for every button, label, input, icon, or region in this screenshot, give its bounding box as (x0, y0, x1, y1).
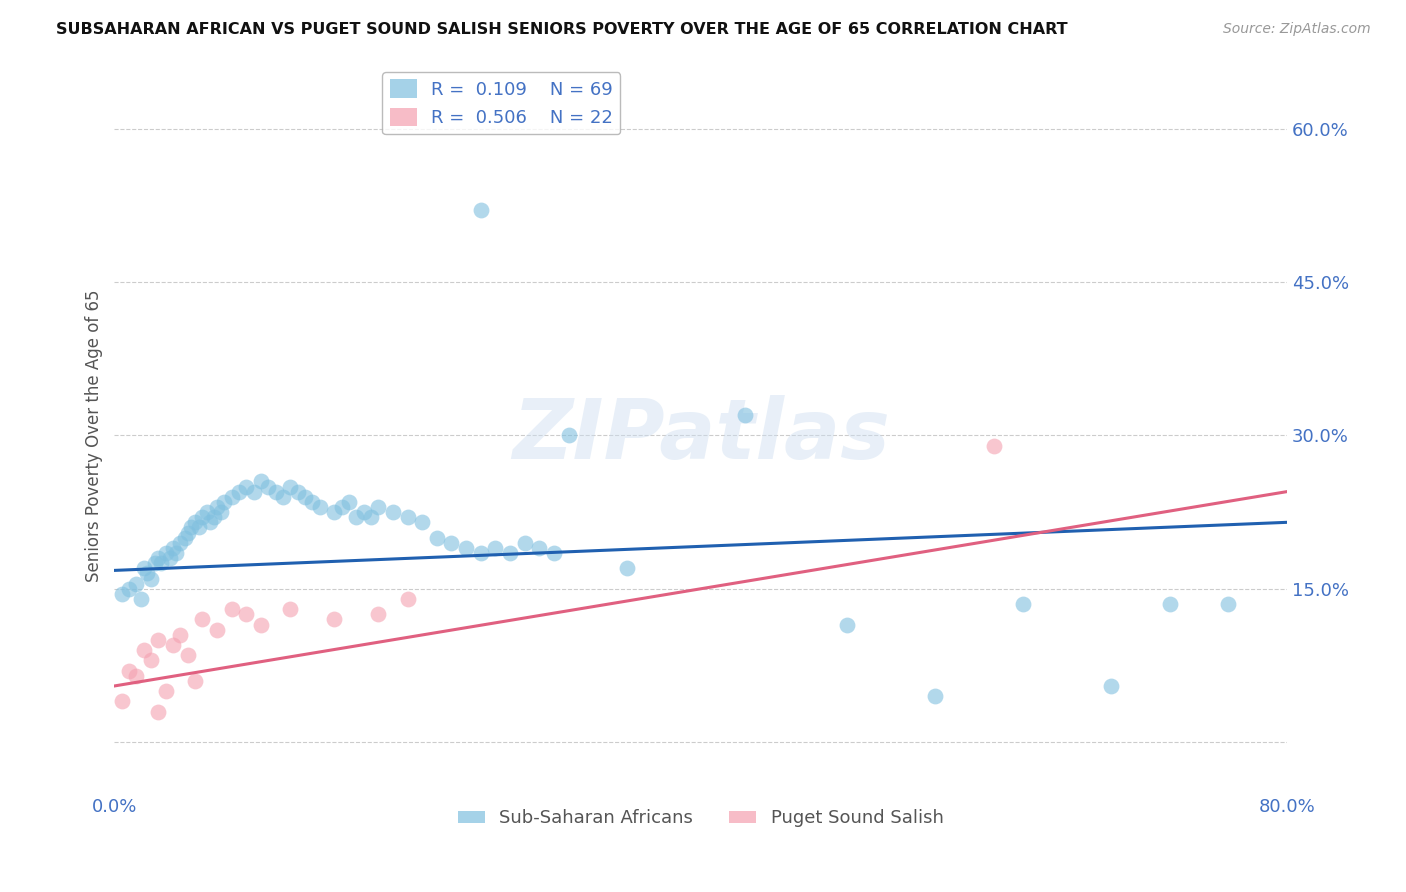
Point (118, 582, 141, 596)
Point (162, 541, 184, 555)
Text: ZIPatlas: ZIPatlas (512, 395, 890, 476)
Point (148, 551, 170, 566)
Point (145, 556, 167, 570)
Point (111, 587, 134, 601)
Point (176, 648, 198, 663)
Point (198, 516, 221, 530)
Point (557, 428, 579, 442)
Point (396, 592, 419, 607)
Point (184, 516, 207, 530)
Point (734, 408, 756, 422)
Point (228, 484, 250, 499)
Point (1159, 597, 1181, 611)
Point (150, 556, 173, 570)
Point (235, 607, 257, 622)
Point (1099, 679, 1122, 693)
Point (221, 490, 243, 504)
Point (426, 531, 449, 545)
Point (214, 495, 236, 509)
Point (242, 484, 264, 499)
Point (264, 484, 287, 499)
Point (118, 664, 141, 678)
Point (155, 684, 177, 698)
Point (191, 612, 214, 626)
Point (209, 505, 232, 519)
Point (440, 535, 463, 549)
Point (287, 484, 309, 499)
Point (125, 669, 148, 683)
Point (344, 510, 367, 524)
Point (411, 516, 433, 530)
Point (330, 500, 353, 514)
Point (499, 546, 522, 560)
Text: Source: ZipAtlas.com: Source: ZipAtlas.com (1223, 22, 1371, 37)
Point (396, 510, 419, 524)
Point (235, 479, 257, 493)
Point (221, 602, 243, 616)
Point (484, 541, 506, 555)
Point (367, 607, 389, 622)
Point (837, 617, 859, 632)
Point (205, 500, 228, 514)
Y-axis label: Seniors Poverty Over the Age of 65: Seniors Poverty Over the Age of 65 (86, 289, 103, 582)
Point (139, 572, 162, 586)
Point (308, 500, 330, 514)
Point (250, 475, 273, 489)
Point (983, 439, 1005, 453)
Point (148, 632, 170, 647)
Point (125, 576, 148, 591)
Point (135, 566, 157, 581)
Point (132, 561, 155, 575)
Point (155, 546, 177, 560)
Point (294, 490, 316, 504)
Point (337, 495, 360, 509)
Point (367, 500, 389, 514)
Point (129, 592, 152, 607)
Point (202, 510, 225, 524)
Point (205, 623, 228, 637)
Point (456, 541, 478, 555)
Point (173, 531, 195, 545)
Point (148, 705, 170, 719)
Point (165, 546, 187, 560)
Point (323, 612, 346, 626)
Legend: Sub-Saharan Africans, Puget Sound Salish: Sub-Saharan Africans, Puget Sound Salish (450, 802, 950, 834)
Point (1218, 597, 1240, 611)
Point (184, 673, 207, 688)
Point (924, 689, 946, 703)
Point (1012, 597, 1035, 611)
Point (470, 203, 492, 218)
Point (159, 551, 181, 566)
Point (360, 510, 382, 524)
Point (132, 643, 155, 657)
Point (301, 495, 323, 509)
Point (111, 694, 134, 708)
Point (529, 541, 551, 555)
Point (543, 546, 565, 560)
Point (176, 525, 198, 540)
Point (470, 546, 492, 560)
Point (162, 638, 184, 652)
Point (271, 490, 294, 504)
Point (381, 505, 404, 519)
Point (191, 510, 214, 524)
Point (169, 535, 191, 549)
Point (278, 602, 301, 616)
Point (323, 505, 346, 519)
Point (257, 479, 280, 493)
Point (513, 535, 536, 549)
Point (169, 628, 191, 642)
Point (195, 505, 218, 519)
Point (616, 561, 638, 575)
Point (139, 653, 162, 667)
Point (353, 505, 375, 519)
Point (188, 520, 211, 534)
Text: SUBSAHARAN AFRICAN VS PUGET SOUND SALISH SENIORS POVERTY OVER THE AGE OF 65 CORR: SUBSAHARAN AFRICAN VS PUGET SOUND SALISH… (56, 22, 1069, 37)
Point (180, 520, 202, 534)
Point (278, 479, 301, 493)
Point (250, 617, 273, 632)
